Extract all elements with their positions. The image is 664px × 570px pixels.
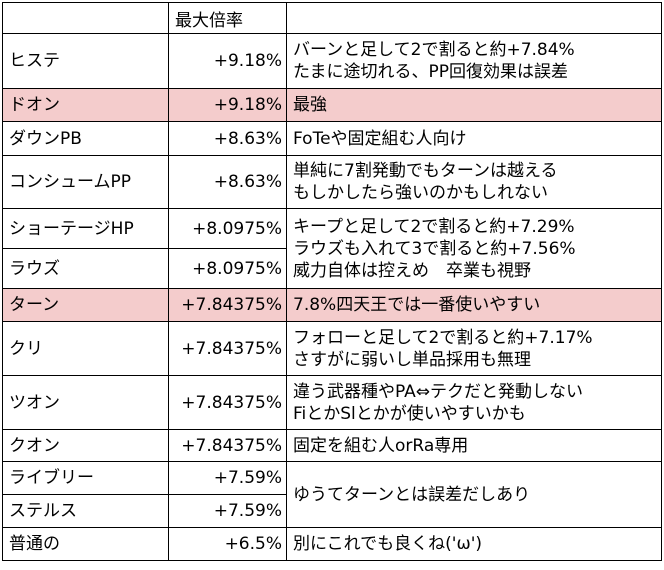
row-name: ステルス (2, 494, 169, 528)
row-note: 別にこれでも良くね('ω') (286, 527, 662, 561)
table-row: ドオン +9.18% 最強 (2, 88, 662, 122)
table-row: クオン +7.84375% 固定を組む人orRa専用 (2, 429, 662, 462)
row-value: +8.63% (168, 155, 287, 209)
note-line: ラウズも入れて3で割ると約+7.56% (293, 238, 576, 259)
row-note: FoTeや固定組む人向け (286, 121, 662, 156)
row-name: ツオン (2, 375, 169, 430)
row-value: +7.84375% (168, 288, 287, 322)
note-line: 単純に7割発動でもターンは越える (293, 161, 558, 181)
row-name: ヒステ (2, 33, 169, 89)
row-name: クオン (2, 429, 169, 462)
row-name: クリ (2, 321, 169, 376)
row-note: 固定を組む人orRa専用 (286, 429, 662, 462)
row-value: +7.84375% (168, 375, 287, 430)
row-value: +7.84375% (168, 429, 287, 462)
row-note: 最強 (286, 88, 662, 122)
row-value: +9.18% (168, 88, 287, 122)
table-row: ライブリー +7.59% ゆうてターンとは誤差だしあり (2, 461, 662, 528)
row-note: 違う武器種やPA⇔テクだと発動しない FiとかSlとかが使いやすいかも (286, 375, 662, 430)
table-row: コンシュームPP +8.63% 単純に7割発動でもターンは越える もしかしたら強… (2, 155, 662, 209)
row-name: 普通の (2, 527, 169, 561)
row-value: +7.84375% (168, 321, 287, 376)
note-line: FiとかSlとかが使いやすいかも (293, 403, 526, 424)
row-name: ラウズ (2, 248, 169, 289)
row-value: +8.63% (168, 121, 287, 156)
table-row: ツオン +7.84375% 違う武器種やPA⇔テクだと発動しない FiとかSlと… (2, 375, 662, 430)
table-row: ラウズ +8.0975% (2, 248, 662, 289)
row-value: +7.59% (168, 461, 287, 495)
table-row: ダウンPB +8.63% FoTeや固定組む人向け (2, 121, 662, 156)
table-row: ステルス +7.59% (2, 494, 662, 528)
row-note: 単純に7割発動でもターンは越える もしかしたら強いのかもしれない (286, 155, 662, 209)
row-name: コンシュームPP (2, 155, 169, 209)
multiplier-table: 最大倍率 ヒステ +9.18% バーンと足して2で割ると約+7.84% たまに途… (2, 2, 662, 561)
row-value: +8.0975% (168, 208, 287, 249)
row-name: ドオン (2, 88, 169, 122)
table-row: 普通の +6.5% 別にこれでも良くね('ω') (2, 527, 662, 561)
table-row: ヒステ +9.18% バーンと足して2で割ると約+7.84% たまに途切れる、P… (2, 33, 662, 89)
note-line: 違う武器種やPA⇔テクだと発動しない (293, 381, 584, 402)
row-value: +9.18% (168, 33, 287, 89)
header-name (2, 2, 169, 34)
row-note-merged: ゆうてターンとは誤差だしあり (286, 461, 662, 528)
row-value: +8.0975% (168, 248, 287, 289)
table-row: ターン +7.84375% 7.8%四天王では一番使いやすい (2, 288, 662, 322)
row-name: ダウンPB (2, 121, 169, 156)
header-note (286, 2, 662, 34)
row-name: ショーテージHP (2, 208, 169, 249)
note-line: 威力自体は控えめ 卒業も視野 (293, 260, 531, 281)
row-note-merged: キープと足して2で割ると約+7.29% ラウズも入れて3で割ると約+7.56% … (286, 208, 662, 289)
header-value: 最大倍率 (168, 2, 287, 34)
row-note: フォローと足して2で割ると約+7.17% さすがに弱いし単品採用も無理 (286, 321, 662, 376)
header-row: 最大倍率 (2, 2, 662, 34)
row-note: 7.8%四天王では一番使いやすい (286, 288, 662, 322)
note-line: フォローと足して2で割ると約+7.17% (293, 327, 593, 348)
note-line: キープと足して2で割ると約+7.29% (293, 216, 575, 237)
note-line: さすがに弱いし単品採用も無理 (293, 349, 531, 370)
note-line: バーンと足して2で割ると約+7.84% (293, 40, 575, 60)
row-name: ターン (2, 288, 169, 322)
row-note: バーンと足して2で割ると約+7.84% たまに途切れる、PP回復効果は誤差 (286, 33, 662, 89)
row-name: ライブリー (2, 461, 169, 495)
table-row: クリ +7.84375% フォローと足して2で割ると約+7.17% さすがに弱い… (2, 321, 662, 376)
row-value: +7.59% (168, 494, 287, 528)
note-line: たまに途切れる、PP回復効果は誤差 (293, 62, 568, 82)
table-row: ショーテージHP +8.0975% キープと足して2で割ると約+7.29% ラウ… (2, 208, 662, 289)
note-line: もしかしたら強いのかもしれない (293, 183, 548, 203)
row-value: +6.5% (168, 527, 287, 561)
